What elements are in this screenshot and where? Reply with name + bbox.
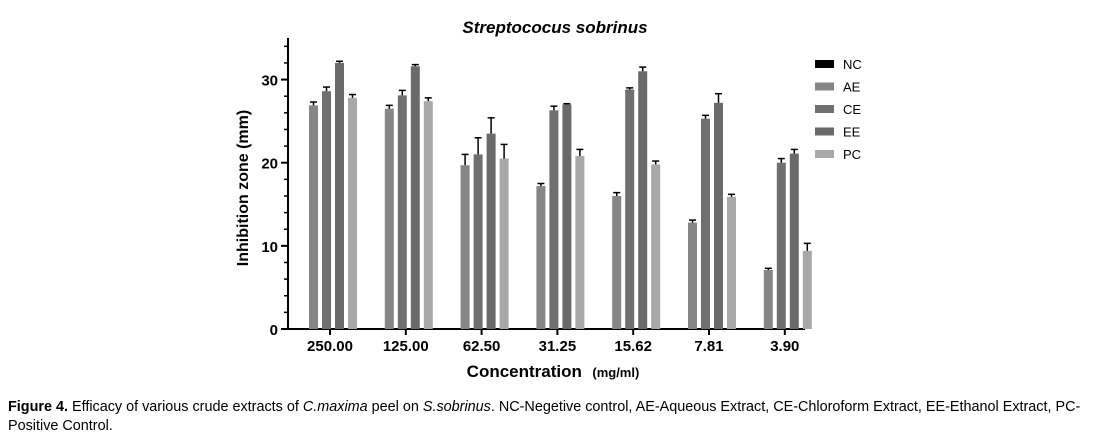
bar-ce bbox=[397, 95, 407, 330]
bar-pc bbox=[727, 196, 736, 329]
y-tick-label: 10 bbox=[261, 239, 278, 256]
legend-swatch-pc bbox=[815, 150, 834, 158]
bar-ae bbox=[763, 269, 773, 329]
figure-caption: Figure 4. Efficacy of various crude extr… bbox=[8, 398, 1104, 436]
bar-ee bbox=[714, 102, 723, 329]
x-tick-label: 3.90 bbox=[770, 338, 799, 355]
x-tick-label: 250.00 bbox=[307, 338, 353, 355]
bar-pc bbox=[499, 158, 509, 329]
bar-ee bbox=[562, 104, 572, 329]
bar-pc bbox=[348, 97, 357, 329]
x-tick-label: 31.25 bbox=[539, 338, 577, 355]
legend-swatch-ce bbox=[815, 105, 834, 113]
bar-ee bbox=[638, 71, 648, 329]
x-tick-label: 7.81 bbox=[694, 338, 723, 355]
bar-pc bbox=[651, 164, 661, 329]
bar-ae bbox=[612, 195, 622, 329]
caption-species: C.maxima bbox=[302, 399, 368, 415]
caption-text: . NC-Negetive control, AE-Aqueous Extrac… bbox=[8, 399, 1081, 434]
bar-ae bbox=[309, 105, 318, 330]
legend: NC AE CE EE PC bbox=[815, 57, 862, 162]
x-tick-label: 125.00 bbox=[383, 338, 429, 355]
bar-ce bbox=[776, 162, 786, 329]
x-tick-label: 62.50 bbox=[463, 338, 501, 355]
y-tick-label: 0 bbox=[270, 322, 278, 339]
legend-label-ce: CE bbox=[843, 102, 861, 117]
x-axis-label: Concentration (mg/ml) bbox=[467, 362, 640, 381]
bar-chart: Streptococus sobrinus Inhibition zone (m… bbox=[235, 18, 862, 381]
legend-label-ee: EE bbox=[843, 125, 861, 140]
y-axis-label: Inhibition zone (mm) bbox=[235, 110, 252, 266]
bar-ae bbox=[460, 165, 470, 329]
x-tick-label: 15.62 bbox=[614, 338, 652, 355]
legend-swatch-ee bbox=[815, 127, 834, 136]
bar-ae bbox=[384, 108, 394, 330]
bar-pc bbox=[423, 101, 433, 329]
caption-text: peel on bbox=[367, 399, 423, 415]
legend-label-pc: PC bbox=[843, 147, 861, 162]
bar-ce bbox=[473, 154, 483, 329]
bar-ce bbox=[701, 118, 710, 329]
plot-area: 0 10 20 30 250.00 125.00 62.50 31.25 15.62 7.81 3.… bbox=[261, 38, 812, 355]
bar-pc bbox=[802, 250, 812, 329]
legend-swatch-nc bbox=[815, 60, 834, 68]
bar-pc bbox=[575, 156, 585, 329]
y-tick-label: 30 bbox=[261, 73, 278, 90]
bar-ee bbox=[335, 62, 344, 329]
legend-swatch-ae bbox=[815, 82, 834, 91]
bar-ce bbox=[625, 89, 635, 329]
x-axis-label-unit: (mg/ml) bbox=[592, 365, 639, 380]
x-axis-label-text: Concentration bbox=[467, 362, 582, 381]
caption-text: Efficacy of various crude extracts of bbox=[67, 399, 303, 415]
bar-ee bbox=[486, 133, 496, 329]
caption-species: S.sobrinus bbox=[422, 399, 491, 415]
caption-label: Figure 4. bbox=[8, 399, 68, 415]
bar-ee bbox=[789, 153, 799, 329]
bar-ee bbox=[410, 66, 420, 330]
bar-ce bbox=[549, 110, 559, 329]
bar-ae bbox=[536, 185, 546, 329]
y-tick-label: 20 bbox=[261, 156, 278, 173]
legend-label-ae: AE bbox=[843, 80, 861, 95]
bar-ae bbox=[688, 222, 697, 329]
bar-ce bbox=[322, 91, 331, 329]
chart-title: Streptococus sobrinus bbox=[462, 18, 647, 37]
legend-label-nc: NC bbox=[843, 57, 862, 72]
